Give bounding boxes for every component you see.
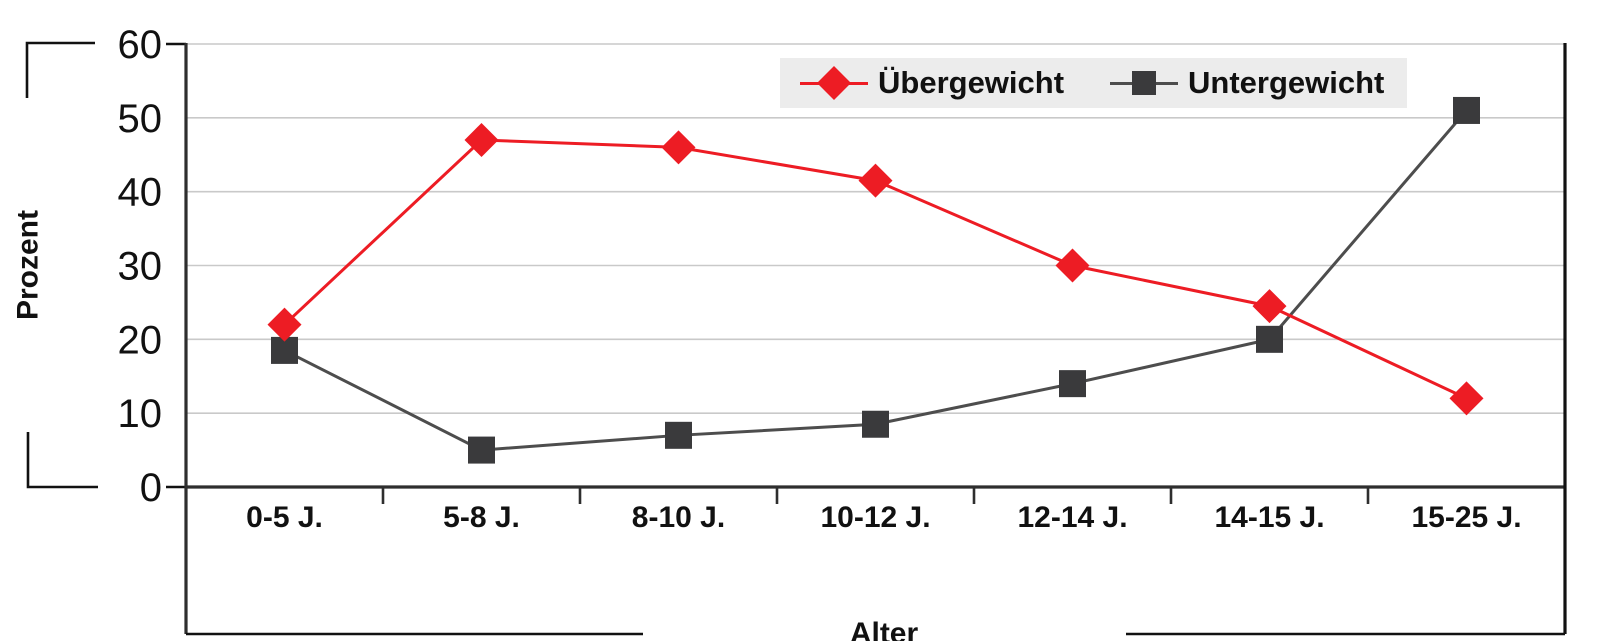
y-tick-label: 20 [118, 318, 163, 362]
y-tick-label: 0 [140, 466, 162, 510]
legend-diamond-swatch [817, 66, 851, 100]
square-marker-icon [1256, 325, 1283, 353]
y-tick-label: 50 [118, 97, 163, 141]
square-marker-icon [862, 410, 889, 438]
x-tick-label: 10-12 J. [820, 501, 930, 534]
series-line-untergewicht [283, 109, 1468, 452]
y-axis-title: Prozent [11, 210, 45, 321]
square-marker-icon [665, 421, 692, 449]
square-marker-icon [1110, 66, 1179, 100]
diamond-marker-icon [661, 130, 696, 165]
y-tick-label: 10 [118, 392, 163, 436]
y-tick-label: 40 [118, 171, 163, 215]
y-tick-label: 30 [118, 245, 163, 289]
x-tick-label: 0-5 J. [246, 501, 323, 534]
diamond-marker-icon [1252, 289, 1287, 324]
diamond-marker-icon [800, 66, 868, 100]
diamond-marker-icon [858, 163, 893, 198]
diamond-marker-icon [464, 122, 499, 157]
x-tick-label: 15-25 J. [1411, 501, 1521, 534]
crop-bracket-bottom-left [26, 432, 98, 489]
square-marker-icon [1059, 370, 1086, 398]
x-tick-label: 12-14 J. [1017, 501, 1127, 534]
diamond-marker-icon [1055, 248, 1090, 283]
diamond-marker-icon [1449, 381, 1484, 416]
legend-item-uebergewicht: Übergewicht [800, 65, 1064, 101]
square-marker-icon [1453, 96, 1480, 124]
crop-bracket-top-left [25, 41, 95, 98]
legend-label-untergewicht: Untergewicht [1188, 65, 1385, 100]
legend-square-swatch [1132, 71, 1157, 95]
x-tick-label: 14-15 J. [1214, 501, 1324, 534]
legend-label-uebergewicht: Übergewicht [878, 65, 1065, 100]
legend-item-untergewicht: Untergewicht [1110, 65, 1384, 101]
y-tick-label: 60 [118, 23, 163, 67]
legend: Übergewicht Untergewicht [780, 58, 1407, 108]
diamond-marker-icon [267, 307, 302, 342]
x-tick-label: 5-8 J. [443, 501, 520, 534]
square-marker-icon [468, 436, 495, 464]
x-axis-title: Alter [849, 617, 919, 641]
x-tick-label: 8-10 J. [632, 501, 725, 534]
